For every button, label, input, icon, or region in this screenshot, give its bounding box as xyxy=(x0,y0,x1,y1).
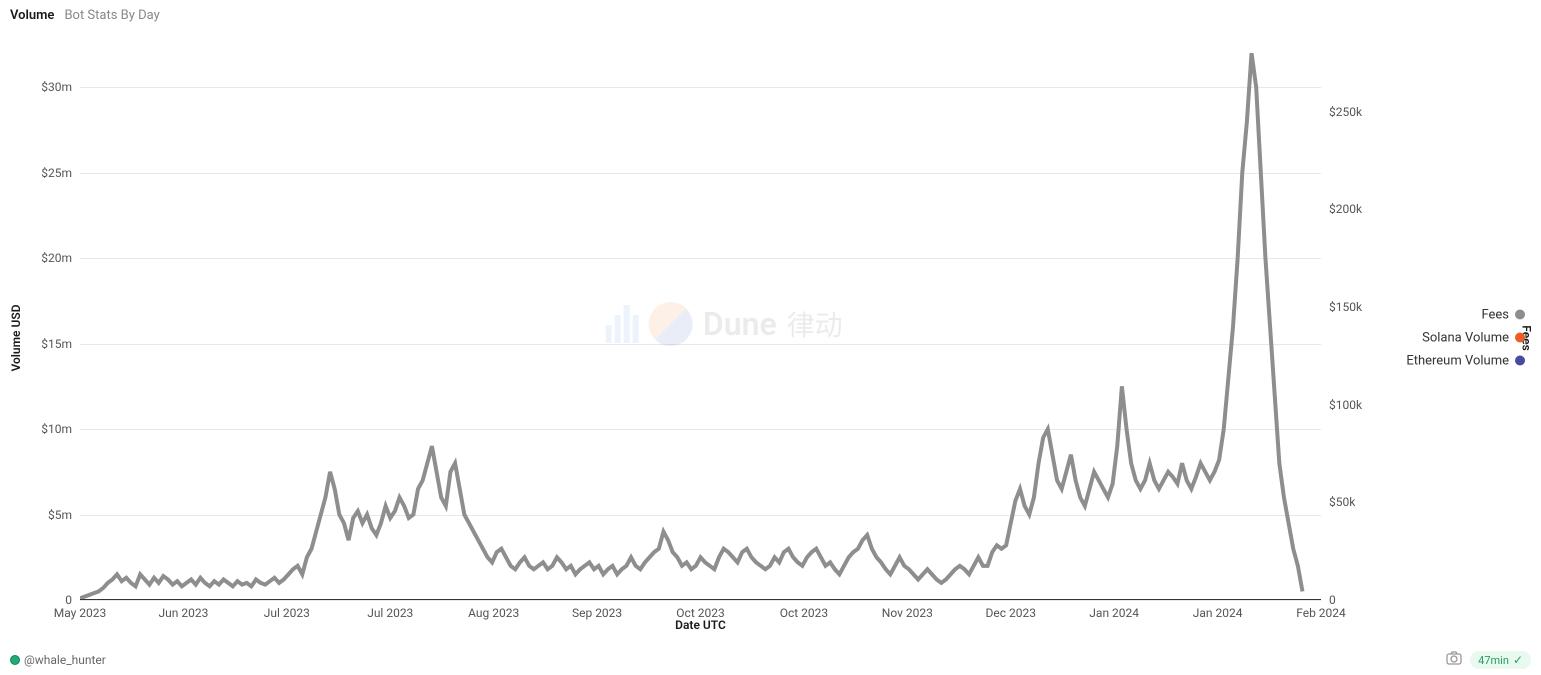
legend-label: Solana Volume xyxy=(1422,330,1509,345)
legend-dot-icon xyxy=(1515,356,1525,366)
y-left-tick: $20m xyxy=(41,251,72,265)
y-left-tick: $5m xyxy=(48,508,72,522)
legend-item[interactable]: Solana Volume xyxy=(1406,330,1525,345)
y-right-tick: $50k xyxy=(1329,495,1355,509)
legend-dot-icon xyxy=(1515,333,1525,343)
y-right-tick: $250k xyxy=(1329,105,1362,119)
x-tick: Jun 2023 xyxy=(158,606,208,620)
y-left-tick: $30m xyxy=(41,80,72,94)
x-tick: Feb 2024 xyxy=(1296,606,1346,620)
x-tick: Nov 2023 xyxy=(882,606,933,620)
plot-area[interactable]: 0$5m$10m$15m$20m$25m$30m 0$50k$100k$150k… xyxy=(80,53,1321,600)
x-axis-label: Date UTC xyxy=(675,618,726,632)
x-tick: Oct 2023 xyxy=(780,606,828,620)
y-left-tick: $25m xyxy=(41,166,72,180)
title-secondary: Bot Stats By Day xyxy=(64,8,159,23)
x-tick: Dec 2023 xyxy=(986,606,1036,620)
y-right-tick: $150k xyxy=(1329,300,1362,314)
legend-item[interactable]: Fees xyxy=(1406,307,1525,322)
legend-dot-icon xyxy=(1515,310,1525,320)
y-left-tick: 0 xyxy=(65,593,72,607)
x-axis xyxy=(80,599,1321,600)
title-primary: Volume xyxy=(10,8,54,23)
y-left-axis-label: Volume USD xyxy=(9,304,23,371)
legend-label: Fees xyxy=(1481,307,1509,322)
author[interactable]: @whale_hunter xyxy=(10,653,106,667)
x-tick: Sep 2023 xyxy=(572,606,622,620)
refresh-time: 47min xyxy=(1478,654,1509,667)
legend-label: Ethereum Volume xyxy=(1406,353,1509,368)
chart-header: Volume Bot Stats By Day xyxy=(0,0,1541,31)
x-tick: Jan 2024 xyxy=(1193,606,1243,620)
bar-series xyxy=(80,53,1321,600)
legend: Fees Solana Volume Ethereum Volume xyxy=(1406,307,1525,368)
y-right-tick: 0 xyxy=(1329,593,1336,607)
x-tick: Jan 2024 xyxy=(1089,606,1139,620)
legend-item[interactable]: Ethereum Volume xyxy=(1406,353,1525,368)
x-tick: Aug 2023 xyxy=(468,606,519,620)
check-icon: ✓ xyxy=(1513,653,1523,667)
x-tick: Jul 2023 xyxy=(367,606,413,620)
footer: @whale_hunter 47min ✓ xyxy=(10,651,1531,669)
chart-wrapper: Volume USD 0$5m$10m$15m$20m$25m$30m 0$50… xyxy=(10,35,1321,640)
camera-icon[interactable] xyxy=(1446,651,1462,669)
x-tick: May 2023 xyxy=(54,606,107,620)
y-left-tick: $10m xyxy=(41,422,72,436)
refresh-badge[interactable]: 47min ✓ xyxy=(1470,651,1531,669)
y-left-tick: $15m xyxy=(41,337,72,351)
author-handle: @whale_hunter xyxy=(24,653,106,667)
x-tick: Jul 2023 xyxy=(264,606,310,620)
author-avatar-icon xyxy=(10,655,20,665)
y-right-tick: $200k xyxy=(1329,202,1362,216)
y-right-tick: $100k xyxy=(1329,398,1362,412)
